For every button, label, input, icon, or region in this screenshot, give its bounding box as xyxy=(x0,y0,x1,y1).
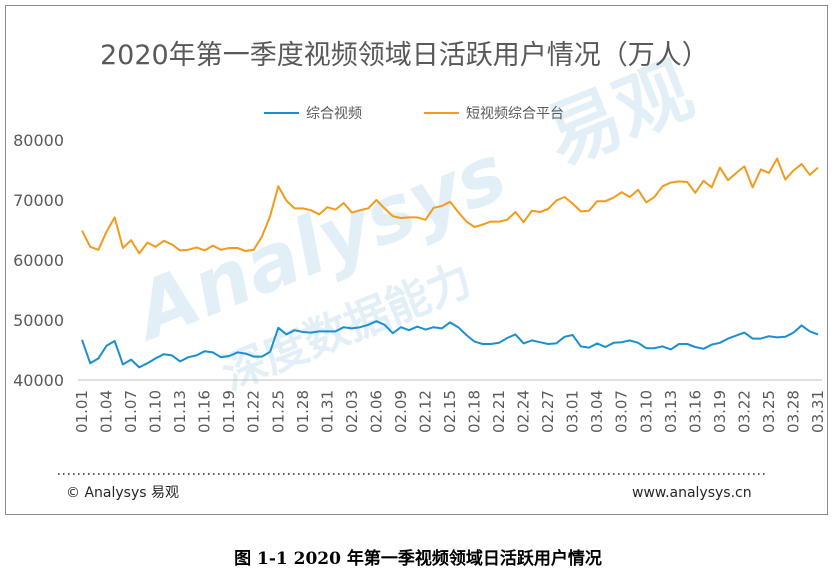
x-tick-label: 02.06 xyxy=(367,390,385,433)
x-tick-label: 01.10 xyxy=(147,390,165,433)
x-tick-label: 03.22 xyxy=(735,390,753,433)
x-tick-label: 03.13 xyxy=(662,390,680,433)
x-tick-label: 02.12 xyxy=(416,390,434,433)
x-tick-label: 01.25 xyxy=(269,390,287,433)
x-tick-label: 03.10 xyxy=(637,390,655,433)
x-tick-label: 01.01 xyxy=(73,390,91,433)
x-tick-label: 03.31 xyxy=(809,390,827,433)
chart-title: 2020年第一季度视频领域日活跃用户情况（万人） xyxy=(100,40,709,71)
footer-copyright: © Analysys 易观 xyxy=(66,485,179,501)
x-tick-label: 02.09 xyxy=(392,390,410,433)
legend-label-series-2: 短视频综合平台 xyxy=(466,106,564,122)
footer-website: www.analysys.cn xyxy=(632,485,752,501)
y-tick-label: 40000 xyxy=(13,371,64,390)
series-line-1 xyxy=(81,320,819,369)
x-tick-label: 02.15 xyxy=(441,390,459,433)
plot-area xyxy=(81,157,819,369)
x-tick-label: 02.21 xyxy=(490,390,508,433)
x-tick-label: 01.07 xyxy=(122,390,140,433)
x-tick-label: 01.13 xyxy=(171,390,189,433)
x-tick-label: 02.03 xyxy=(343,390,361,433)
x-tick-label: 02.24 xyxy=(515,390,533,433)
figure-caption: 图 1-1 2020 年第一季视频领域日活跃用户情况 xyxy=(234,548,602,569)
y-axis: 40000 50000 60000 70000 80000 xyxy=(13,131,64,390)
x-tick-label: 01.22 xyxy=(245,390,263,433)
x-tick-label: 03.01 xyxy=(564,390,582,433)
legend-label-series-1: 综合视频 xyxy=(306,106,362,122)
x-tick-label: 03.04 xyxy=(588,390,606,433)
y-tick-label: 70000 xyxy=(13,191,64,210)
x-tick-label: 02.18 xyxy=(466,390,484,433)
watermark: 易观 Analysys 深度数据能力 xyxy=(118,47,704,401)
x-tick-label: 03.28 xyxy=(784,390,802,433)
x-axis: 01.01 01.04 01.07 01.10 01.13 01.16 01.19 01.22… xyxy=(73,390,827,433)
x-tick-label: 01.31 xyxy=(318,390,336,433)
x-tick-label: 01.04 xyxy=(98,390,116,433)
x-tick-label: 03.07 xyxy=(613,390,631,433)
chart-frame xyxy=(5,5,828,515)
x-tick-label: 01.16 xyxy=(196,390,214,433)
series-line-2 xyxy=(81,157,819,255)
x-tick-label: 03.19 xyxy=(711,390,729,433)
y-tick-label: 50000 xyxy=(13,311,64,330)
x-tick-label: 01.28 xyxy=(294,390,312,433)
x-tick-label: 01.19 xyxy=(220,390,238,433)
x-tick-label: 03.16 xyxy=(686,390,704,433)
x-tick-label: 02.27 xyxy=(539,390,557,433)
x-tick-label: 03.25 xyxy=(760,390,778,433)
y-tick-label: 60000 xyxy=(13,251,64,270)
legend: 综合视频 短视频综合平台 xyxy=(264,106,564,122)
y-tick-label: 80000 xyxy=(13,131,64,150)
